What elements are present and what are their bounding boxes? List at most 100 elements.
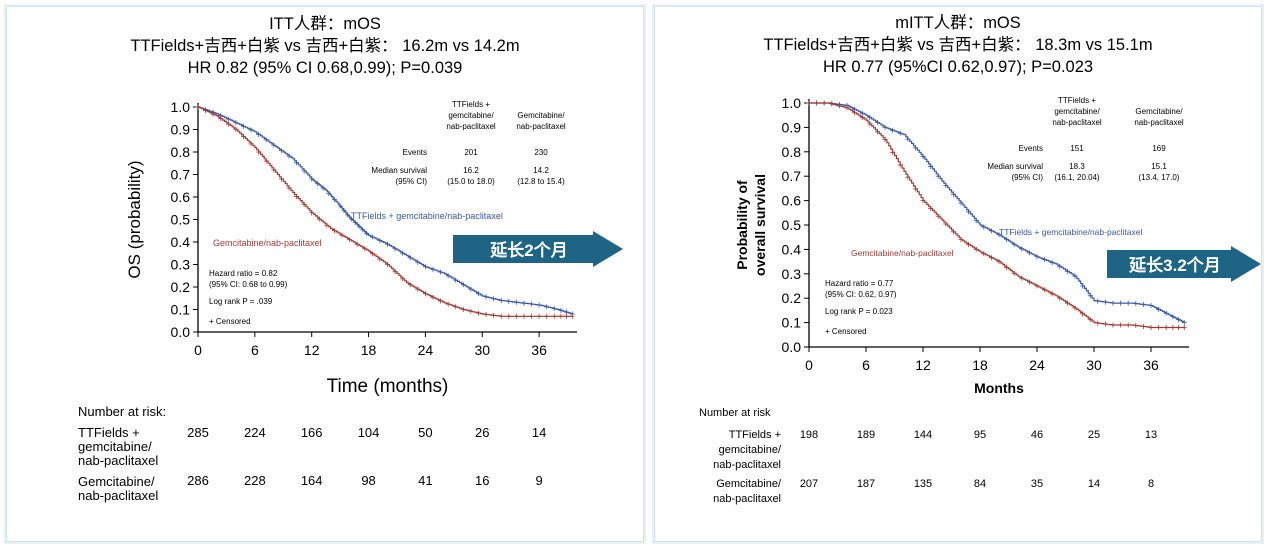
censor-mark xyxy=(339,232,345,238)
censor-mark xyxy=(1072,273,1078,279)
risk-label-ttf: TTFields + gemcitabine/ nab-paclitaxel xyxy=(713,429,781,471)
censor-mark xyxy=(1019,246,1025,252)
risk-label-gem: Gemcitabine/ nab-paclitaxel xyxy=(78,474,159,503)
y-tick-label: 1.0 xyxy=(171,99,191,115)
hazard-ratio: Hazard ratio = 0.82 xyxy=(209,269,278,278)
censor-mark xyxy=(506,298,512,304)
hazard-ratio: Hazard ratio = 0.77 xyxy=(825,279,894,288)
x-tick-label: 6 xyxy=(251,342,259,358)
censor-mark xyxy=(294,160,300,166)
censor-mark xyxy=(225,116,231,122)
censor-mark xyxy=(407,255,413,261)
censor-mark xyxy=(1148,324,1154,330)
censor-mark xyxy=(912,186,918,192)
censor-mark xyxy=(529,301,535,307)
censor-mark xyxy=(943,182,949,188)
censor-mark xyxy=(286,185,292,191)
table-header-ttfields: nab-paclitaxel xyxy=(1052,118,1102,127)
censor-mark xyxy=(529,313,535,319)
risk-value-ttf: 144 xyxy=(913,429,933,441)
censor-mark xyxy=(1156,324,1162,330)
censor-mark xyxy=(203,108,209,114)
x-tick-label: 6 xyxy=(862,357,870,373)
risk-value-ttf: 46 xyxy=(1030,429,1044,441)
y-tick-label: 0.4 xyxy=(171,234,191,250)
y-tick-label: 0.6 xyxy=(782,193,802,209)
censor-mark xyxy=(1095,298,1101,304)
series-label-gemcitabine: Gemcitabine/nab-paclitaxel xyxy=(851,248,954,258)
censor-mark xyxy=(468,286,474,292)
censor-mark xyxy=(400,250,406,256)
censor-mark xyxy=(316,216,322,222)
censor-mark xyxy=(483,311,489,317)
table-ci-ttfields: (16.1, 20.04) xyxy=(1054,173,1100,182)
censor-mark xyxy=(1087,317,1093,323)
censor-mark xyxy=(1176,324,1182,330)
censor-mark xyxy=(491,296,497,302)
censor-mark xyxy=(1118,300,1124,306)
censor-mark xyxy=(958,237,964,243)
censor-mark xyxy=(988,228,994,234)
censor-mark xyxy=(356,223,362,229)
censor-mark xyxy=(988,255,994,261)
censor-mark xyxy=(544,304,550,310)
censor-mark xyxy=(1176,317,1182,323)
censor-mark xyxy=(1125,300,1131,306)
censor-mark xyxy=(430,294,436,300)
y-tick-label: 0.1 xyxy=(171,302,191,318)
censor-mark xyxy=(263,137,269,143)
risk-label-gem: Gemcitabine/ nab-paclitaxel xyxy=(713,478,781,505)
x-tick-label: 36 xyxy=(1143,357,1159,373)
censor-mark xyxy=(1049,291,1055,297)
risk-value-gem: 41 xyxy=(418,473,433,488)
censor-mark xyxy=(1064,268,1070,274)
censor-mark xyxy=(1110,300,1116,306)
censor-mark xyxy=(195,104,201,110)
x-axis-label: Time (months) xyxy=(327,376,449,397)
censor-mark xyxy=(392,269,398,275)
risk-value-ttf: 95 xyxy=(973,429,987,441)
censor-mark xyxy=(385,241,390,247)
censor-mark xyxy=(445,301,451,307)
risk-value-ttf: 285 xyxy=(187,425,209,440)
censor-mark xyxy=(324,222,330,228)
risk-value-gem: 98 xyxy=(361,473,376,488)
series-label-ttfields: TTFields + gemcitabine/nab-paclitaxel xyxy=(999,227,1142,237)
censor-mark xyxy=(309,176,315,182)
censor-mark xyxy=(1140,324,1146,330)
x-tick-label: 24 xyxy=(1029,357,1045,373)
censor-mark xyxy=(1095,320,1101,326)
censor-mark xyxy=(814,100,820,106)
censor-mark xyxy=(1004,237,1010,243)
censor-mark xyxy=(1110,322,1116,328)
risk-value-ttf: 198 xyxy=(799,429,819,441)
censor-mark xyxy=(981,251,987,257)
censor-mark xyxy=(1042,287,1048,293)
x-tick-label: 30 xyxy=(474,342,490,358)
censor-mark xyxy=(460,282,466,288)
censor-mark xyxy=(844,105,850,111)
y-tick-label: 0.7 xyxy=(171,167,191,183)
risk-value-gem: 35 xyxy=(1030,478,1044,490)
series-label-gemcitabine: Gemcitabine/nab-paclitaxel xyxy=(213,238,322,248)
table-ci-ttfields: (15.0 to 18.0) xyxy=(447,177,495,186)
risk-value-ttf: 25 xyxy=(1087,429,1101,441)
chart-title: ITT人群：mOS xyxy=(269,15,381,33)
censor-mark xyxy=(950,191,956,197)
table-events-label: Events xyxy=(1019,144,1043,153)
y-tick-label: 0.0 xyxy=(171,324,191,340)
censor-mark xyxy=(498,313,504,319)
censor-mark xyxy=(400,276,406,282)
risk-value-gem: 164 xyxy=(300,473,323,488)
censor-mark xyxy=(521,300,527,306)
x-tick-label: 18 xyxy=(972,357,988,373)
censor-mark xyxy=(1057,263,1063,269)
censor-mark xyxy=(248,127,254,133)
x-tick-label: 0 xyxy=(194,342,202,358)
risk-value-ttf: 50 xyxy=(418,425,433,440)
risk-value-gem: 14 xyxy=(1087,478,1101,490)
censor-mark xyxy=(836,103,842,109)
censor-mark xyxy=(233,127,239,132)
hazard-ci: (95% CI: 0.62, 0.97) xyxy=(825,290,897,299)
censor-mark xyxy=(475,310,481,316)
